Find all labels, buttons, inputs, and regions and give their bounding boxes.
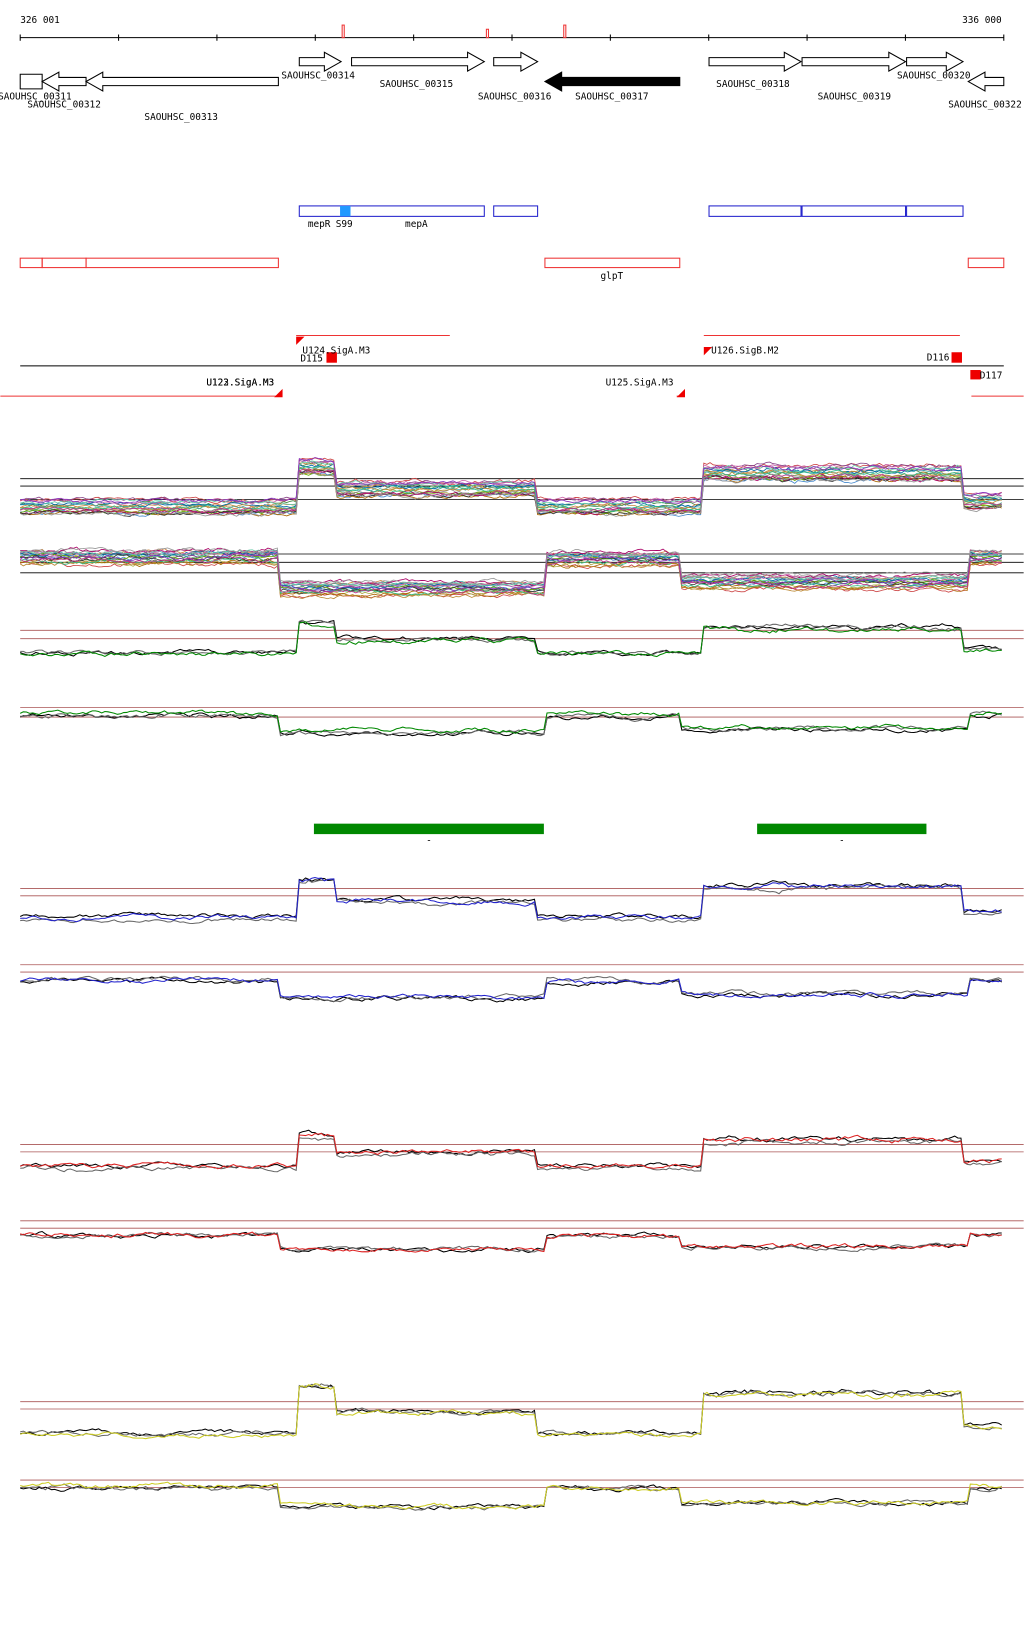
signal-line xyxy=(20,1132,1002,1170)
signal-line xyxy=(20,1481,1002,1510)
gene-arrow xyxy=(41,71,87,92)
terminator xyxy=(970,370,981,380)
feature-box xyxy=(708,205,802,217)
promoter-label: D117 xyxy=(980,370,1003,381)
signal-line xyxy=(20,465,1002,513)
gene-arrow xyxy=(543,71,681,92)
region-label: - xyxy=(839,836,845,847)
signal-line xyxy=(19,551,1002,592)
gene-arrow xyxy=(493,51,539,72)
promoter-label: U122.SigA.M3 xyxy=(206,378,274,389)
promoter-label: U124.SigA.M3 xyxy=(302,345,370,356)
promoter-flag xyxy=(274,388,283,398)
promoter-flag xyxy=(296,336,305,345)
gene-arrow xyxy=(84,71,279,92)
feature-box xyxy=(493,205,539,217)
signal-line xyxy=(20,557,1002,597)
signal-line xyxy=(20,712,1002,737)
signal-line xyxy=(20,976,1002,1000)
feature-box xyxy=(85,257,279,269)
signal-line xyxy=(20,1231,1002,1253)
gene-label: SAOUHSC_00313 xyxy=(144,112,218,123)
gene-label: SAOUHSC_00315 xyxy=(380,79,454,90)
ruler-start: 326 001 xyxy=(20,15,60,26)
signal-line xyxy=(20,710,1002,737)
signal-line xyxy=(20,1230,1002,1253)
ruler-marker xyxy=(341,24,345,39)
gene-label: SAOUHSC_00314 xyxy=(281,70,355,81)
promoter-label: U125.SigA.M3 xyxy=(606,378,674,389)
signal-line xyxy=(20,557,1002,598)
signal-line xyxy=(20,460,1002,507)
region-label: - xyxy=(426,836,432,847)
signal-line xyxy=(20,1137,1002,1173)
signal-line xyxy=(20,876,1002,923)
gene-arrow xyxy=(801,51,907,72)
region-bar xyxy=(313,823,544,835)
gene-arrow xyxy=(19,73,43,90)
feature-label: S99 xyxy=(336,219,353,230)
promoter-label: U126.SigB.M2 xyxy=(711,345,779,356)
feature-box xyxy=(544,257,681,269)
signal-line xyxy=(20,546,1002,586)
promoter-label: D115 xyxy=(300,354,323,365)
signal-line xyxy=(20,549,1002,589)
feature-label: glpT xyxy=(601,271,624,282)
gene-label: SAOUHSC_00322 xyxy=(948,100,1022,111)
signal-line xyxy=(20,1483,1002,1511)
gene-label: SAOUHSC_00320 xyxy=(897,70,971,81)
feature-label: mepR xyxy=(308,219,331,230)
signal-line xyxy=(20,1484,1002,1511)
ruler-end: 336 000 xyxy=(962,15,1002,26)
signal-line xyxy=(20,556,1002,596)
signal-line xyxy=(20,549,1002,588)
promoter-label: U123.SigA.M3 xyxy=(206,378,274,389)
terminator xyxy=(951,352,962,363)
signal-line xyxy=(20,456,1002,504)
ruler-marker xyxy=(563,24,567,39)
promoter-label: D116 xyxy=(927,353,950,364)
gene-arrow xyxy=(351,51,486,72)
gene-label: SAOUHSC_00317 xyxy=(575,91,649,102)
gene-label: SAOUHSC_00312 xyxy=(27,100,101,111)
feature-box xyxy=(967,257,1005,269)
feature-box xyxy=(298,205,485,217)
signal-line xyxy=(20,467,1002,511)
region-bar xyxy=(757,823,927,835)
signal-line xyxy=(20,621,1002,658)
feature-box xyxy=(801,205,907,217)
signal-line xyxy=(19,877,1002,920)
feature-box xyxy=(19,257,43,269)
gene-label: SAOUHSC_00319 xyxy=(818,91,892,102)
ruler-marker xyxy=(485,28,490,39)
feature-fill xyxy=(340,205,351,217)
signal-line xyxy=(20,619,1002,657)
gene-arrow xyxy=(906,51,965,72)
gene-label: SAOUHSC_00316 xyxy=(478,91,552,102)
gene-label: SAOUHSC_00311 xyxy=(0,91,72,102)
gene-arrow xyxy=(298,51,343,72)
feature-label: mepA xyxy=(405,219,428,230)
signal-line xyxy=(20,471,1002,517)
gene-label: SAOUHSC_00318 xyxy=(716,79,790,90)
gene-arrow xyxy=(708,51,803,72)
signal-line xyxy=(20,560,1002,599)
feature-box xyxy=(41,257,87,269)
signal-line xyxy=(20,468,1002,514)
signal-line xyxy=(20,878,1002,925)
signal-line xyxy=(20,1383,1002,1440)
signal-line xyxy=(20,1231,1002,1253)
feature-box xyxy=(906,205,964,217)
signal-line xyxy=(19,709,1002,734)
gene-arrow xyxy=(967,71,1005,92)
terminator xyxy=(326,352,337,363)
